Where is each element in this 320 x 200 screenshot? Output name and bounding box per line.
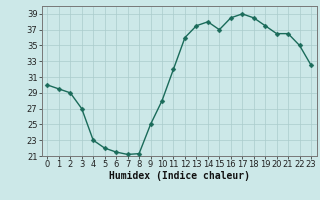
X-axis label: Humidex (Indice chaleur): Humidex (Indice chaleur) (109, 171, 250, 181)
